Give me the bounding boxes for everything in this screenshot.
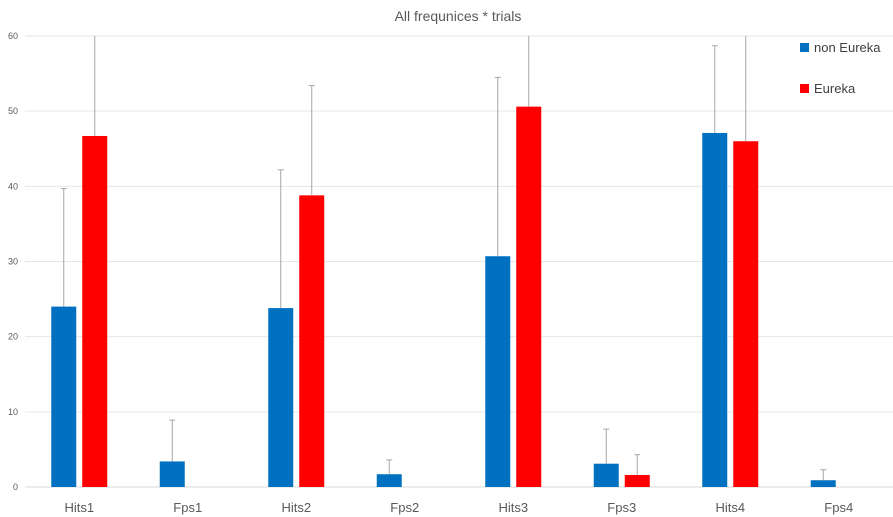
x-tick-label: Fps1 <box>173 500 202 515</box>
bar-non-eureka-fps4 <box>810 480 836 487</box>
bar-eureka-hits1 <box>82 135 108 487</box>
legend-label: non Eureka <box>814 40 881 55</box>
bar-non-eureka-fps2 <box>376 474 402 487</box>
bars <box>51 106 836 487</box>
bar-non-eureka-fps1 <box>159 461 185 487</box>
bar-eureka-hits3 <box>516 106 542 487</box>
bar-non-eureka-hits1 <box>51 306 77 487</box>
bar-non-eureka-hits3 <box>485 256 511 487</box>
gridlines <box>25 35 893 488</box>
x-tick-label: Fps4 <box>824 500 853 515</box>
bar-eureka-hits2 <box>299 195 325 487</box>
x-axis-ticks: Hits1 Fps1 Hits2 Fps2 Hits3 Fps3 Hits4 Fps4 <box>64 500 853 515</box>
bar-non-eureka-hits4 <box>702 132 728 487</box>
x-tick-label: Fps3 <box>607 500 636 515</box>
legend-label: Eureka <box>814 81 856 96</box>
y-tick-label: 20 <box>8 332 18 342</box>
bar-eureka-hits4 <box>733 141 759 487</box>
y-tick-label: 40 <box>8 181 18 191</box>
x-tick-label: Hits1 <box>64 500 94 515</box>
legend-swatch <box>800 43 809 52</box>
bar-non-eureka-hits2 <box>268 308 294 487</box>
legend: non Eureka Eureka <box>800 40 881 96</box>
y-tick-label: 30 <box>8 257 18 267</box>
x-tick-label: Hits3 <box>498 500 528 515</box>
y-tick-label: 50 <box>8 106 18 116</box>
x-tick-label: Hits2 <box>281 500 311 515</box>
y-tick-label: 10 <box>8 407 18 417</box>
y-axis-ticks: 0 10 20 30 40 50 60 <box>8 31 18 492</box>
bar-non-eureka-fps3 <box>593 463 619 487</box>
x-tick-label: Fps2 <box>390 500 419 515</box>
chart-title: All frequnices * trials <box>395 8 522 24</box>
error-bars <box>60 36 827 481</box>
y-tick-label: 0 <box>13 482 18 492</box>
legend-swatch <box>800 84 809 93</box>
bar-eureka-fps3 <box>624 474 650 487</box>
y-tick-label: 60 <box>8 31 18 41</box>
x-tick-label: Hits4 <box>715 500 745 515</box>
